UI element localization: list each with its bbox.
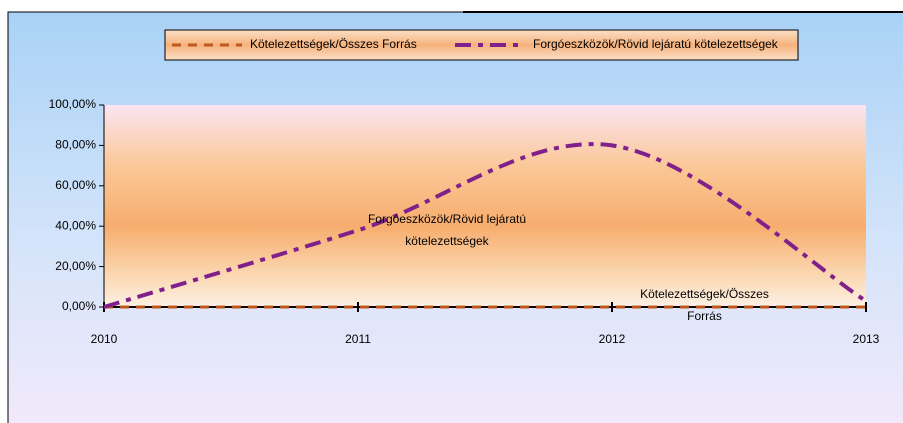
y-tick-label: 0,00% xyxy=(62,299,96,313)
y-tick-label: 60,00% xyxy=(55,178,96,192)
series-label: Forgóeszközök/Rövid lejáratú kötelezetts… xyxy=(367,212,527,248)
series-line xyxy=(103,142,868,309)
y-tick-label: 20,00% xyxy=(55,259,96,273)
plot-area xyxy=(104,105,866,307)
x-tick-label: 2011 xyxy=(345,332,371,346)
legend-label: Kötelezettségek/Összes Forrás xyxy=(250,37,417,51)
legend-label: Forgóeszközök/Rövid lejáratú kötelezetts… xyxy=(533,37,779,51)
y-tick-label: 80,00% xyxy=(55,138,96,152)
y-tick-label: 40,00% xyxy=(55,218,96,232)
x-tick-label: 2012 xyxy=(599,332,626,346)
x-tick-label: 2013 xyxy=(853,332,880,346)
series-label: Kötelezettségek/Összes Forrás xyxy=(640,287,769,323)
y-tick-label: 100,00% xyxy=(49,97,97,111)
x-tick-label: 2010 xyxy=(91,332,118,346)
